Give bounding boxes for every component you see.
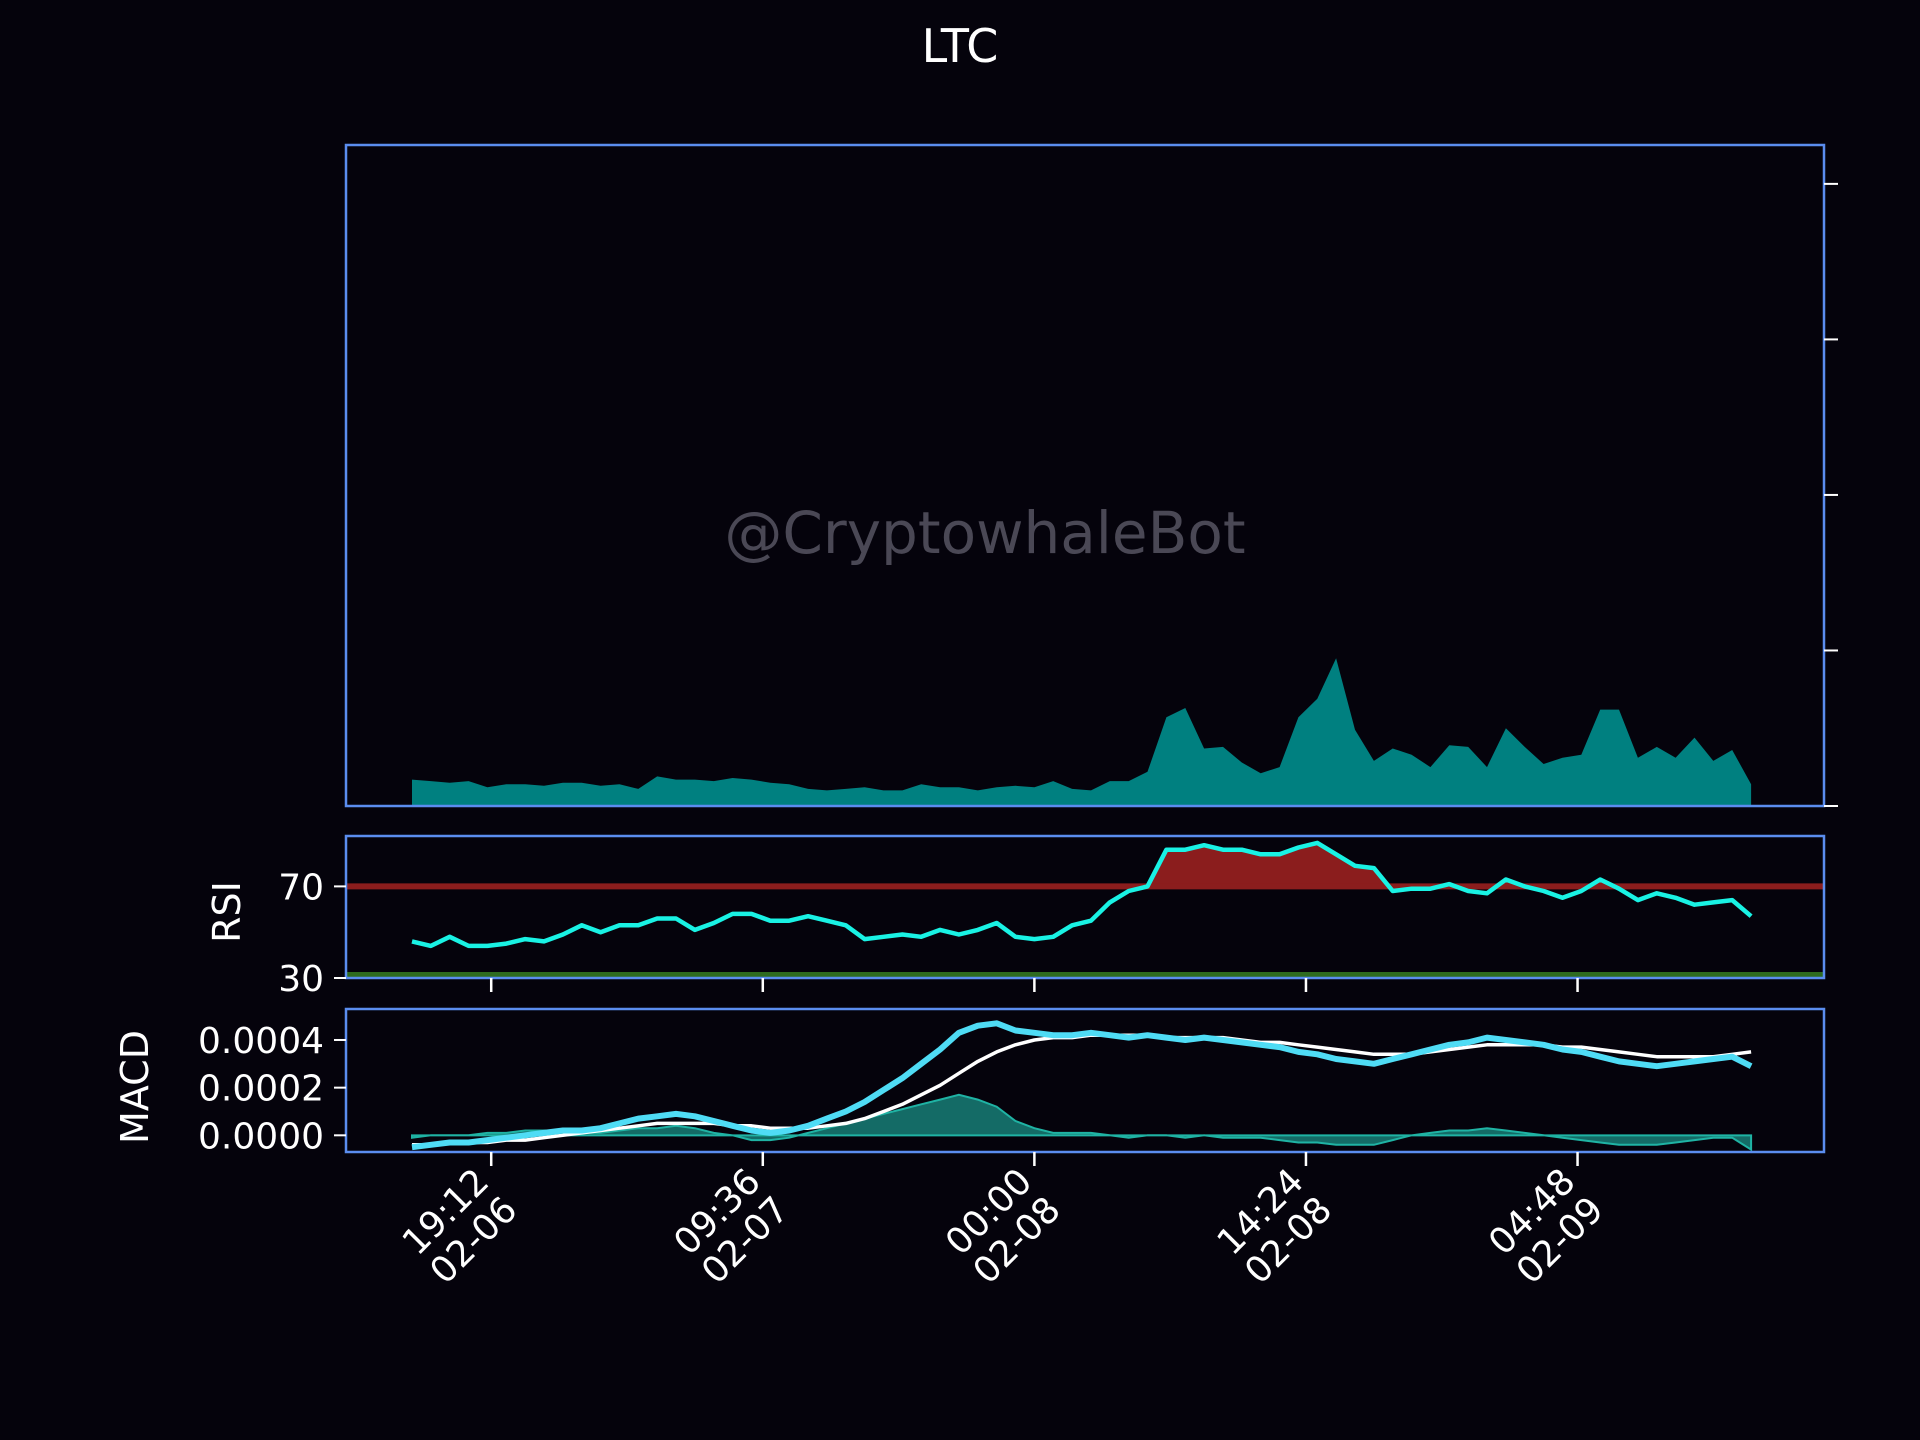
macd-histogram xyxy=(411,1093,1753,1152)
macd-line xyxy=(411,1020,1753,1151)
volume-panel-frame xyxy=(344,143,1826,808)
chart-title: LTC xyxy=(922,19,999,73)
macd-axis-label: MACD xyxy=(113,1030,157,1144)
macd-panel: 0.0000 0.0002 0.0004 MACD xyxy=(113,1007,1826,1157)
macd-y-tick-label: 0.0000 xyxy=(198,1116,324,1157)
rsi-x-tick-marks xyxy=(489,978,1579,992)
volume-area xyxy=(412,658,1752,806)
rsi-line xyxy=(411,840,1753,949)
rsi-overbought-fill xyxy=(1147,842,1615,887)
rsi-overbought-area xyxy=(1147,842,1615,887)
watermark: @CryptowhaleBot xyxy=(724,499,1245,567)
rsi-y-tick-label: 30 xyxy=(278,959,324,1000)
volume-y-ticks xyxy=(1824,182,1838,807)
macd-y-tick-label: 0.0002 xyxy=(198,1069,324,1110)
volume-panel: @CryptowhaleBot xyxy=(344,143,1838,808)
volume-area-path xyxy=(412,658,1752,806)
macd-y-ticks: 0.0000 0.0002 0.0004 xyxy=(198,1021,346,1157)
rsi-panel: 30 70 RSI xyxy=(205,834,1826,1000)
rsi-panel-frame xyxy=(344,834,1826,980)
rsi-y-tick-label: 70 xyxy=(278,867,324,908)
rsi-axis-label: RSI xyxy=(205,881,249,943)
macd-y-tick-label: 0.0004 xyxy=(198,1021,324,1062)
rsi-y-ticks: 30 70 xyxy=(278,867,346,1000)
macd-panel-frame xyxy=(344,1007,1826,1154)
